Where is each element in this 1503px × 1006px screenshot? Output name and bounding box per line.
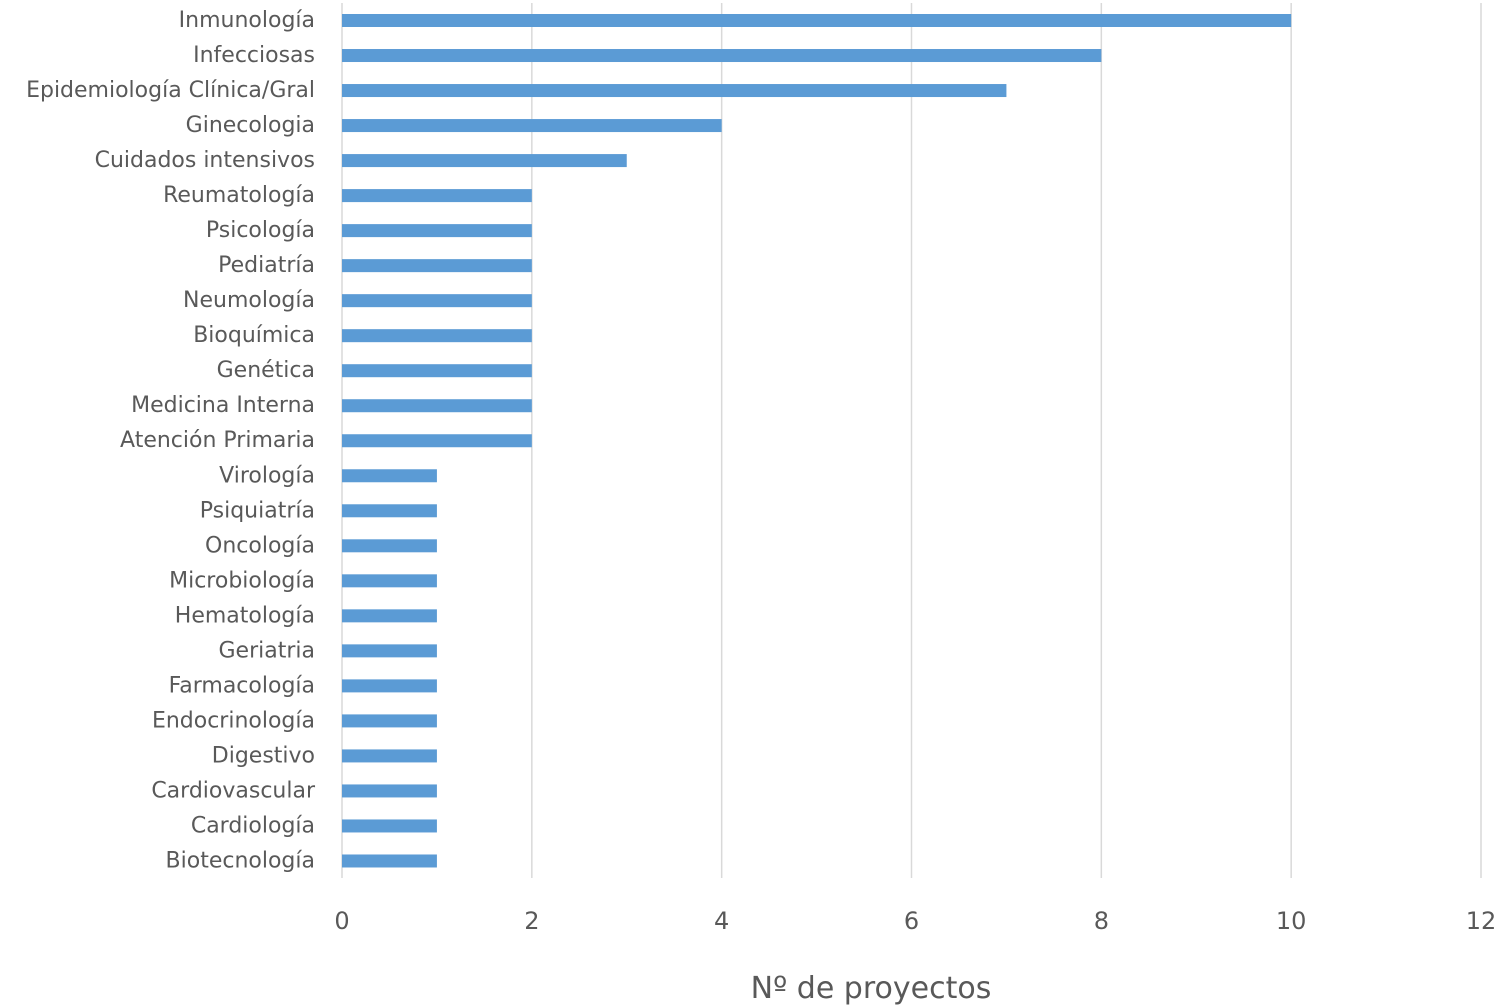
bar	[342, 784, 437, 798]
bar	[342, 469, 437, 483]
category-label: Digestivo	[212, 743, 315, 768]
category-label: Ginecologia	[186, 113, 315, 138]
bar	[342, 434, 532, 448]
bar	[342, 644, 437, 658]
bar	[342, 714, 437, 728]
category-label: Geriatria	[219, 638, 316, 663]
category-label: Reumatología	[163, 183, 315, 208]
category-label: Cuidados intensivos	[95, 148, 315, 173]
bar	[342, 364, 532, 378]
category-label: Genética	[217, 358, 315, 383]
bar	[342, 749, 437, 763]
category-label: Psiquiatría	[200, 498, 315, 523]
category-label: Psicología	[206, 218, 315, 243]
bar	[342, 539, 437, 553]
bar	[342, 504, 437, 518]
category-label: Farmacología	[169, 673, 315, 698]
bar	[342, 574, 437, 588]
category-label: Pediatría	[218, 253, 315, 278]
category-labels: Inmunología Infecciosas Epidemiología Clín…	[26, 8, 316, 873]
category-label: Hematología	[175, 603, 315, 628]
bar	[342, 854, 437, 868]
bar	[342, 49, 1102, 63]
category-label: Neumología	[183, 288, 315, 313]
bar	[342, 399, 532, 413]
x-axis-title: Nº de proyectos	[751, 971, 992, 1006]
gridlines	[341, 3, 1482, 878]
x-tick-label: 2	[524, 907, 539, 935]
category-label: Biotecnología	[166, 848, 315, 873]
bar	[342, 259, 532, 273]
bar	[342, 329, 532, 343]
x-tick-labels: 0 2 4 6 8 10 12	[334, 907, 1496, 935]
category-label: Microbiología	[169, 568, 315, 593]
x-tick-label: 4	[714, 907, 729, 935]
category-label: Cardiovascular	[151, 778, 316, 803]
bar	[342, 119, 722, 133]
category-label: Bioquímica	[193, 323, 315, 348]
bar	[342, 154, 627, 168]
bar	[342, 189, 532, 203]
x-tick-label: 10	[1276, 907, 1307, 935]
bar	[342, 819, 437, 833]
bar	[342, 609, 437, 623]
x-tick-label: 6	[904, 907, 919, 935]
bar	[342, 224, 532, 238]
category-label: Atención Primaria	[120, 428, 315, 453]
category-label: Infecciosas	[193, 43, 315, 68]
category-label: Medicina Interna	[131, 393, 315, 418]
category-label: Cardiología	[191, 813, 315, 838]
category-label: Inmunología	[179, 8, 315, 33]
category-label: Oncología	[205, 533, 315, 558]
category-label: Epidemiología Clínica/Gral	[26, 78, 315, 103]
x-tick-label: 8	[1094, 907, 1109, 935]
x-tick-label: 0	[334, 907, 349, 935]
bar	[342, 84, 1007, 98]
category-label: Endocrinología	[152, 708, 315, 733]
x-tick-label: 12	[1466, 907, 1497, 935]
bars	[342, 14, 1292, 868]
bar	[342, 294, 532, 308]
bar	[342, 679, 437, 693]
bar	[342, 14, 1292, 27]
category-label: Virología	[219, 463, 315, 488]
